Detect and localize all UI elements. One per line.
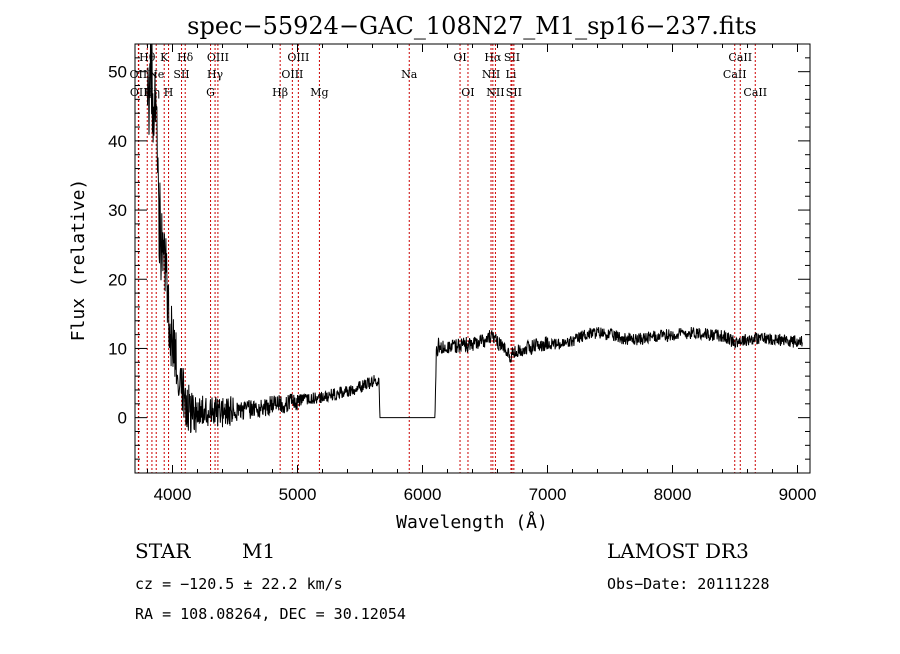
spectral-line-label: Hβ [272,86,288,99]
spectral-line-label: OIII [281,68,303,81]
spectral-line-label: Hγ [207,68,224,81]
y-tick-label: 20 [108,270,127,289]
spectral-line-label: NII [486,86,504,99]
object-subclass: M1 [242,539,275,563]
x-tick-label: 6000 [404,485,442,504]
y-axis-title: Flux (relative) [68,179,89,342]
spectral-line-label: SII [173,68,189,81]
redshift-readout: cz = −120.5 ± 22.2 km/s [135,575,343,593]
info-panel: STAR M1 LAMOST DR3 cz = −120.5 ± 22.2 km… [135,539,770,623]
spectral-line-label: OIII [207,51,229,64]
spectral-line-label: CaII [728,51,752,64]
spectral-line-label: OI [453,51,466,64]
spectral-line-label: OIII [287,51,309,64]
spectral-line-label: CaII [723,68,747,81]
spectral-line-label: K [160,51,169,64]
spectral-line-label: G [206,86,215,99]
chart-title: spec−55924−GAC_108N27_M1_sp16−237.fits [187,12,757,40]
x-tick-label: 4000 [154,485,192,504]
spectral-line-label: Hδ [177,51,194,64]
spectral-line-label: OII [130,86,148,99]
spectral-line-label: Hθ [139,51,156,64]
spectral-line-label: OI [461,86,474,99]
y-axis: 0 10 20 30 40 50 [108,57,810,460]
observation-date: Obs−Date: 20111228 [607,575,770,593]
x-axis: 4000 5000 6000 7000 8000 9000 [147,44,817,504]
plot-frame [134,43,811,474]
spectral-line-label: Li [506,68,517,81]
survey-name: LAMOST DR3 [607,539,749,563]
spectral-line-label: H [164,86,174,99]
x-axis-title: Wavelength (Å) [396,511,548,533]
y-tick-label: 50 [108,63,127,82]
y-tick-label: 40 [108,132,127,151]
x-tick-label: 7000 [529,485,567,504]
y-tick-label: 30 [108,201,127,220]
spectral-line-label: NII [482,68,500,81]
spectral-line-label: SII [506,86,522,99]
spectral-line-label: SII [504,51,520,64]
y-tick-label: 10 [108,339,127,358]
spectrum-series [147,43,803,434]
spectral-line-label: Mg [310,86,328,99]
x-tick-label: 8000 [654,485,692,504]
spectral-line-label: Na [401,68,418,81]
spectral-line-label: CaII [743,86,767,99]
x-tick-label: 5000 [279,485,317,504]
x-tick-label: 9000 [779,485,817,504]
coordinates-readout: RA = 108.08264, DEC = 30.12054 [135,605,406,623]
y-tick-label: 0 [118,409,127,428]
object-class: STAR [135,539,191,563]
spectral-line-label: Hα [484,51,502,64]
spectrum-line [147,43,803,434]
